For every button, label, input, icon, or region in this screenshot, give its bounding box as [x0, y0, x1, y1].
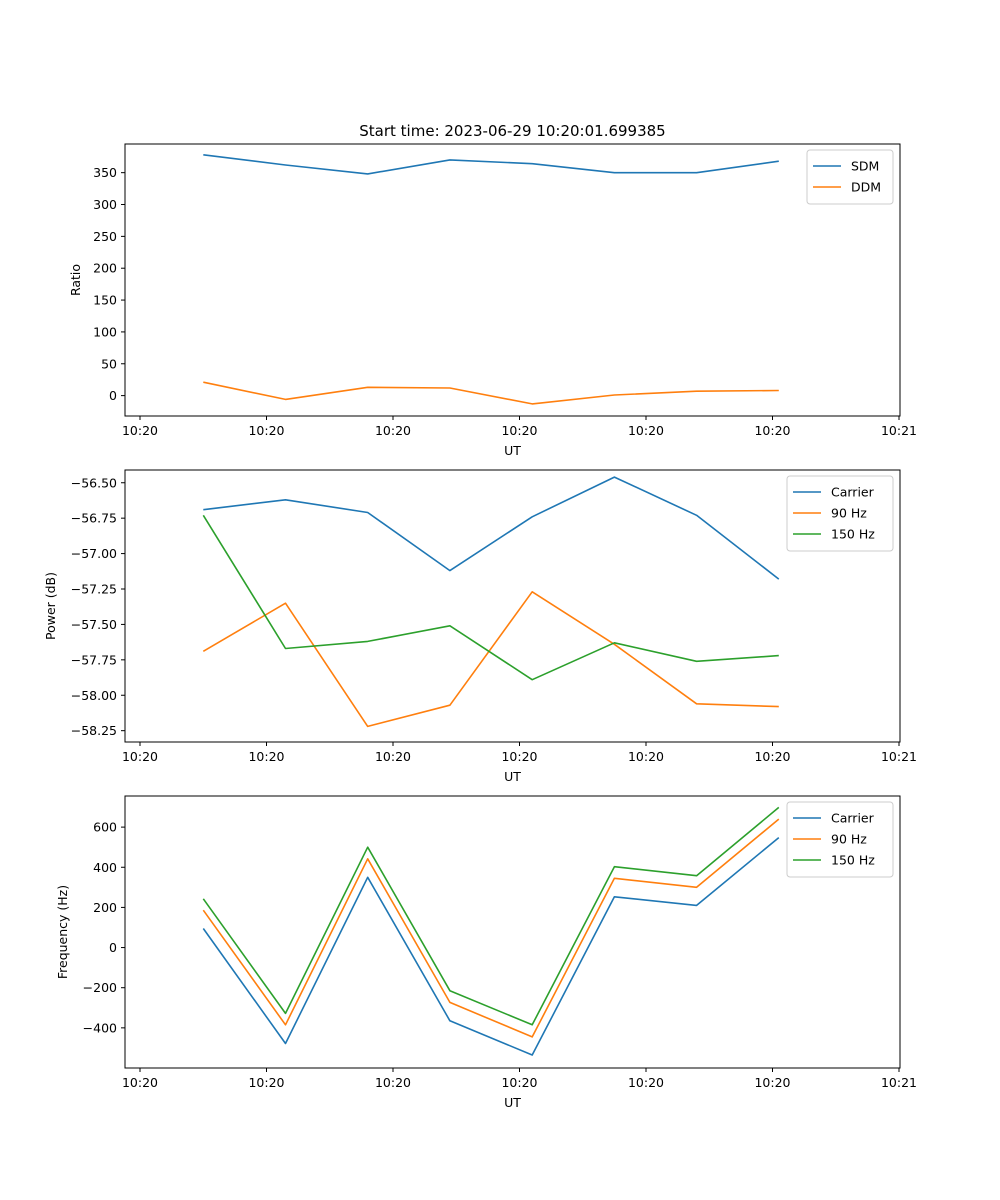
series-line-carrier — [203, 476, 780, 580]
y-tick-label: 200 — [93, 900, 117, 915]
series-line-90-hz — [202, 818, 780, 1038]
legend: Carrier 90 Hz 150 Hz — [786, 475, 894, 552]
y-axis-label: Ratio — [68, 264, 83, 296]
y-tick-label: 150 — [93, 293, 117, 308]
legend-frame — [786, 475, 894, 552]
legend-label: 90 Hz — [831, 832, 867, 847]
series-line-150-hz — [202, 514, 779, 681]
legend-frame — [786, 801, 894, 878]
y-tick-label: −58.00 — [71, 688, 117, 703]
subplot-3: 10:20 10:20 10:20 10:20 10:20 10:20 10:21 −400 −… — [55, 795, 917, 1110]
x-tick-label: 10:20 — [122, 1075, 158, 1090]
legend-frame — [806, 149, 894, 205]
x-tick-label: 10:21 — [881, 423, 917, 438]
y-tick-label: −56.75 — [71, 511, 117, 526]
y-tick-label: 0 — [109, 388, 117, 403]
y-tick-label: 0 — [109, 940, 117, 955]
y-tick-label: 100 — [93, 324, 117, 339]
series-line-sdm — [203, 154, 779, 175]
y-tick-label: −56.50 — [71, 475, 117, 490]
x-tick-label: 10:20 — [628, 1075, 664, 1090]
legend-label: 150 Hz — [831, 853, 875, 868]
axes-frame — [124, 795, 901, 1069]
legend-label: Carrier — [831, 485, 875, 500]
series-line-carrier — [202, 836, 780, 1056]
series-line-150-hz — [202, 806, 780, 1026]
x-tick-label: 10:20 — [122, 749, 158, 764]
subplots: 10:20 10:20 10:20 10:20 10:20 10:20 10:21 0 50 10… — [43, 143, 917, 1110]
x-tick-label: 10:20 — [754, 423, 790, 438]
y-tick-label: −200 — [83, 980, 117, 995]
x-tick-label: 10:20 — [375, 423, 411, 438]
y-tick-label: −57.00 — [71, 546, 117, 561]
y-tick-label: −57.75 — [71, 652, 117, 667]
x-tick-label: 10:20 — [248, 423, 284, 438]
x-axis-label: UT — [504, 443, 521, 458]
y-tick-label: −57.50 — [71, 617, 117, 632]
x-axis-label: UT — [504, 1095, 521, 1110]
y-tick-label: −58.25 — [71, 723, 117, 738]
y-tick-label: 300 — [93, 197, 117, 212]
x-tick-label: 10:20 — [754, 749, 790, 764]
y-tick-label: 350 — [93, 165, 117, 180]
y-tick-label: −400 — [83, 1020, 117, 1035]
x-tick-label: 10:20 — [501, 749, 537, 764]
x-tick-label: 10:21 — [881, 749, 917, 764]
axes-frame — [124, 469, 901, 743]
series-line-ddm — [203, 381, 779, 405]
x-tick-label: 10:20 — [248, 1075, 284, 1090]
axes-frame — [124, 143, 901, 417]
legend-label: 150 Hz — [831, 527, 875, 542]
subplot-1: 10:20 10:20 10:20 10:20 10:20 10:20 10:21 0 50 10… — [68, 143, 917, 458]
y-axis-label: Frequency (Hz) — [55, 885, 70, 979]
y-tick-label: 200 — [93, 261, 117, 276]
legend-label: SDM — [851, 159, 879, 174]
y-tick-label: 400 — [93, 860, 117, 875]
x-tick-label: 10:20 — [375, 749, 411, 764]
x-tick-label: 10:20 — [628, 423, 664, 438]
x-tick-label: 10:20 — [628, 749, 664, 764]
legend: Carrier 90 Hz 150 Hz — [786, 801, 894, 878]
subplot-2: 10:20 10:20 10:20 10:20 10:20 10:20 10:21 −58.2… — [43, 469, 917, 784]
legend-label: DDM — [851, 180, 881, 195]
series-line-90-hz — [202, 590, 779, 728]
x-tick-label: 10:20 — [375, 1075, 411, 1090]
x-tick-label: 10:20 — [122, 423, 158, 438]
x-tick-label: 10:20 — [501, 1075, 537, 1090]
x-axis-label: UT — [504, 769, 521, 784]
y-axis-label: Power (dB) — [43, 572, 58, 640]
y-tick-label: 250 — [93, 229, 117, 244]
x-tick-label: 10:21 — [881, 1075, 917, 1090]
y-tick-label: 50 — [101, 356, 117, 371]
y-tick-label: 600 — [93, 820, 117, 835]
x-tick-label: 10:20 — [248, 749, 284, 764]
legend: SDM DDM — [806, 149, 894, 205]
y-tick-label: −57.25 — [71, 582, 117, 597]
x-tick-label: 10:20 — [754, 1075, 790, 1090]
legend-label: 90 Hz — [831, 506, 867, 521]
x-tick-label: 10:20 — [501, 423, 537, 438]
legend-label: Carrier — [831, 811, 875, 826]
figure-title: Start time: 2023-06-29 10:20:01.699385 — [359, 122, 665, 140]
